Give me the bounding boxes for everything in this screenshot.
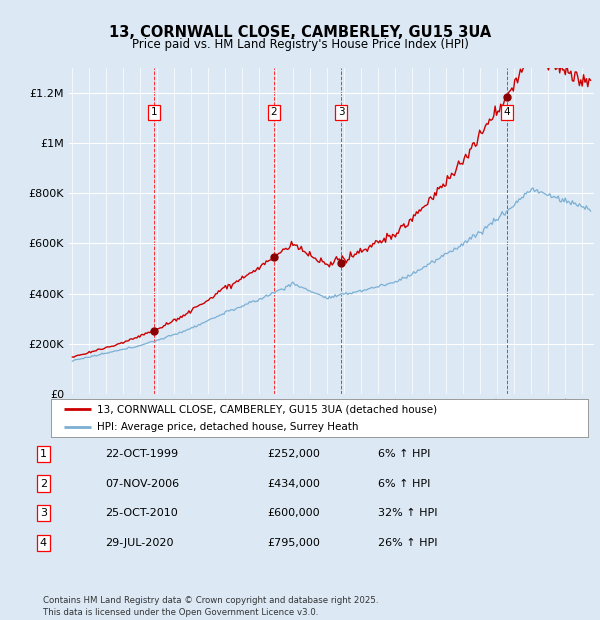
Text: 07-NOV-2006: 07-NOV-2006 bbox=[105, 479, 179, 489]
Text: 2: 2 bbox=[40, 479, 47, 489]
Text: 29-JUL-2020: 29-JUL-2020 bbox=[105, 538, 173, 548]
Text: 13, CORNWALL CLOSE, CAMBERLEY, GU15 3UA: 13, CORNWALL CLOSE, CAMBERLEY, GU15 3UA bbox=[109, 25, 491, 40]
Text: £252,000: £252,000 bbox=[267, 449, 320, 459]
Text: £795,000: £795,000 bbox=[267, 538, 320, 548]
Text: HPI: Average price, detached house, Surrey Heath: HPI: Average price, detached house, Surr… bbox=[97, 422, 358, 432]
Text: 2: 2 bbox=[271, 107, 277, 117]
Text: 3: 3 bbox=[338, 107, 344, 117]
Text: Contains HM Land Registry data © Crown copyright and database right 2025.
This d: Contains HM Land Registry data © Crown c… bbox=[43, 596, 379, 617]
Text: £600,000: £600,000 bbox=[267, 508, 320, 518]
Text: 4: 4 bbox=[40, 538, 47, 548]
Text: 1: 1 bbox=[151, 107, 157, 117]
Text: 32% ↑ HPI: 32% ↑ HPI bbox=[378, 508, 437, 518]
Text: 1: 1 bbox=[40, 449, 47, 459]
Text: 25-OCT-2010: 25-OCT-2010 bbox=[105, 508, 178, 518]
Text: 3: 3 bbox=[40, 508, 47, 518]
Text: 4: 4 bbox=[503, 107, 510, 117]
Text: 13, CORNWALL CLOSE, CAMBERLEY, GU15 3UA (detached house): 13, CORNWALL CLOSE, CAMBERLEY, GU15 3UA … bbox=[97, 404, 437, 414]
Text: Price paid vs. HM Land Registry's House Price Index (HPI): Price paid vs. HM Land Registry's House … bbox=[131, 38, 469, 51]
Text: 26% ↑ HPI: 26% ↑ HPI bbox=[378, 538, 437, 548]
Text: 22-OCT-1999: 22-OCT-1999 bbox=[105, 449, 178, 459]
Text: 6% ↑ HPI: 6% ↑ HPI bbox=[378, 449, 430, 459]
Text: £434,000: £434,000 bbox=[267, 479, 320, 489]
Text: 6% ↑ HPI: 6% ↑ HPI bbox=[378, 479, 430, 489]
